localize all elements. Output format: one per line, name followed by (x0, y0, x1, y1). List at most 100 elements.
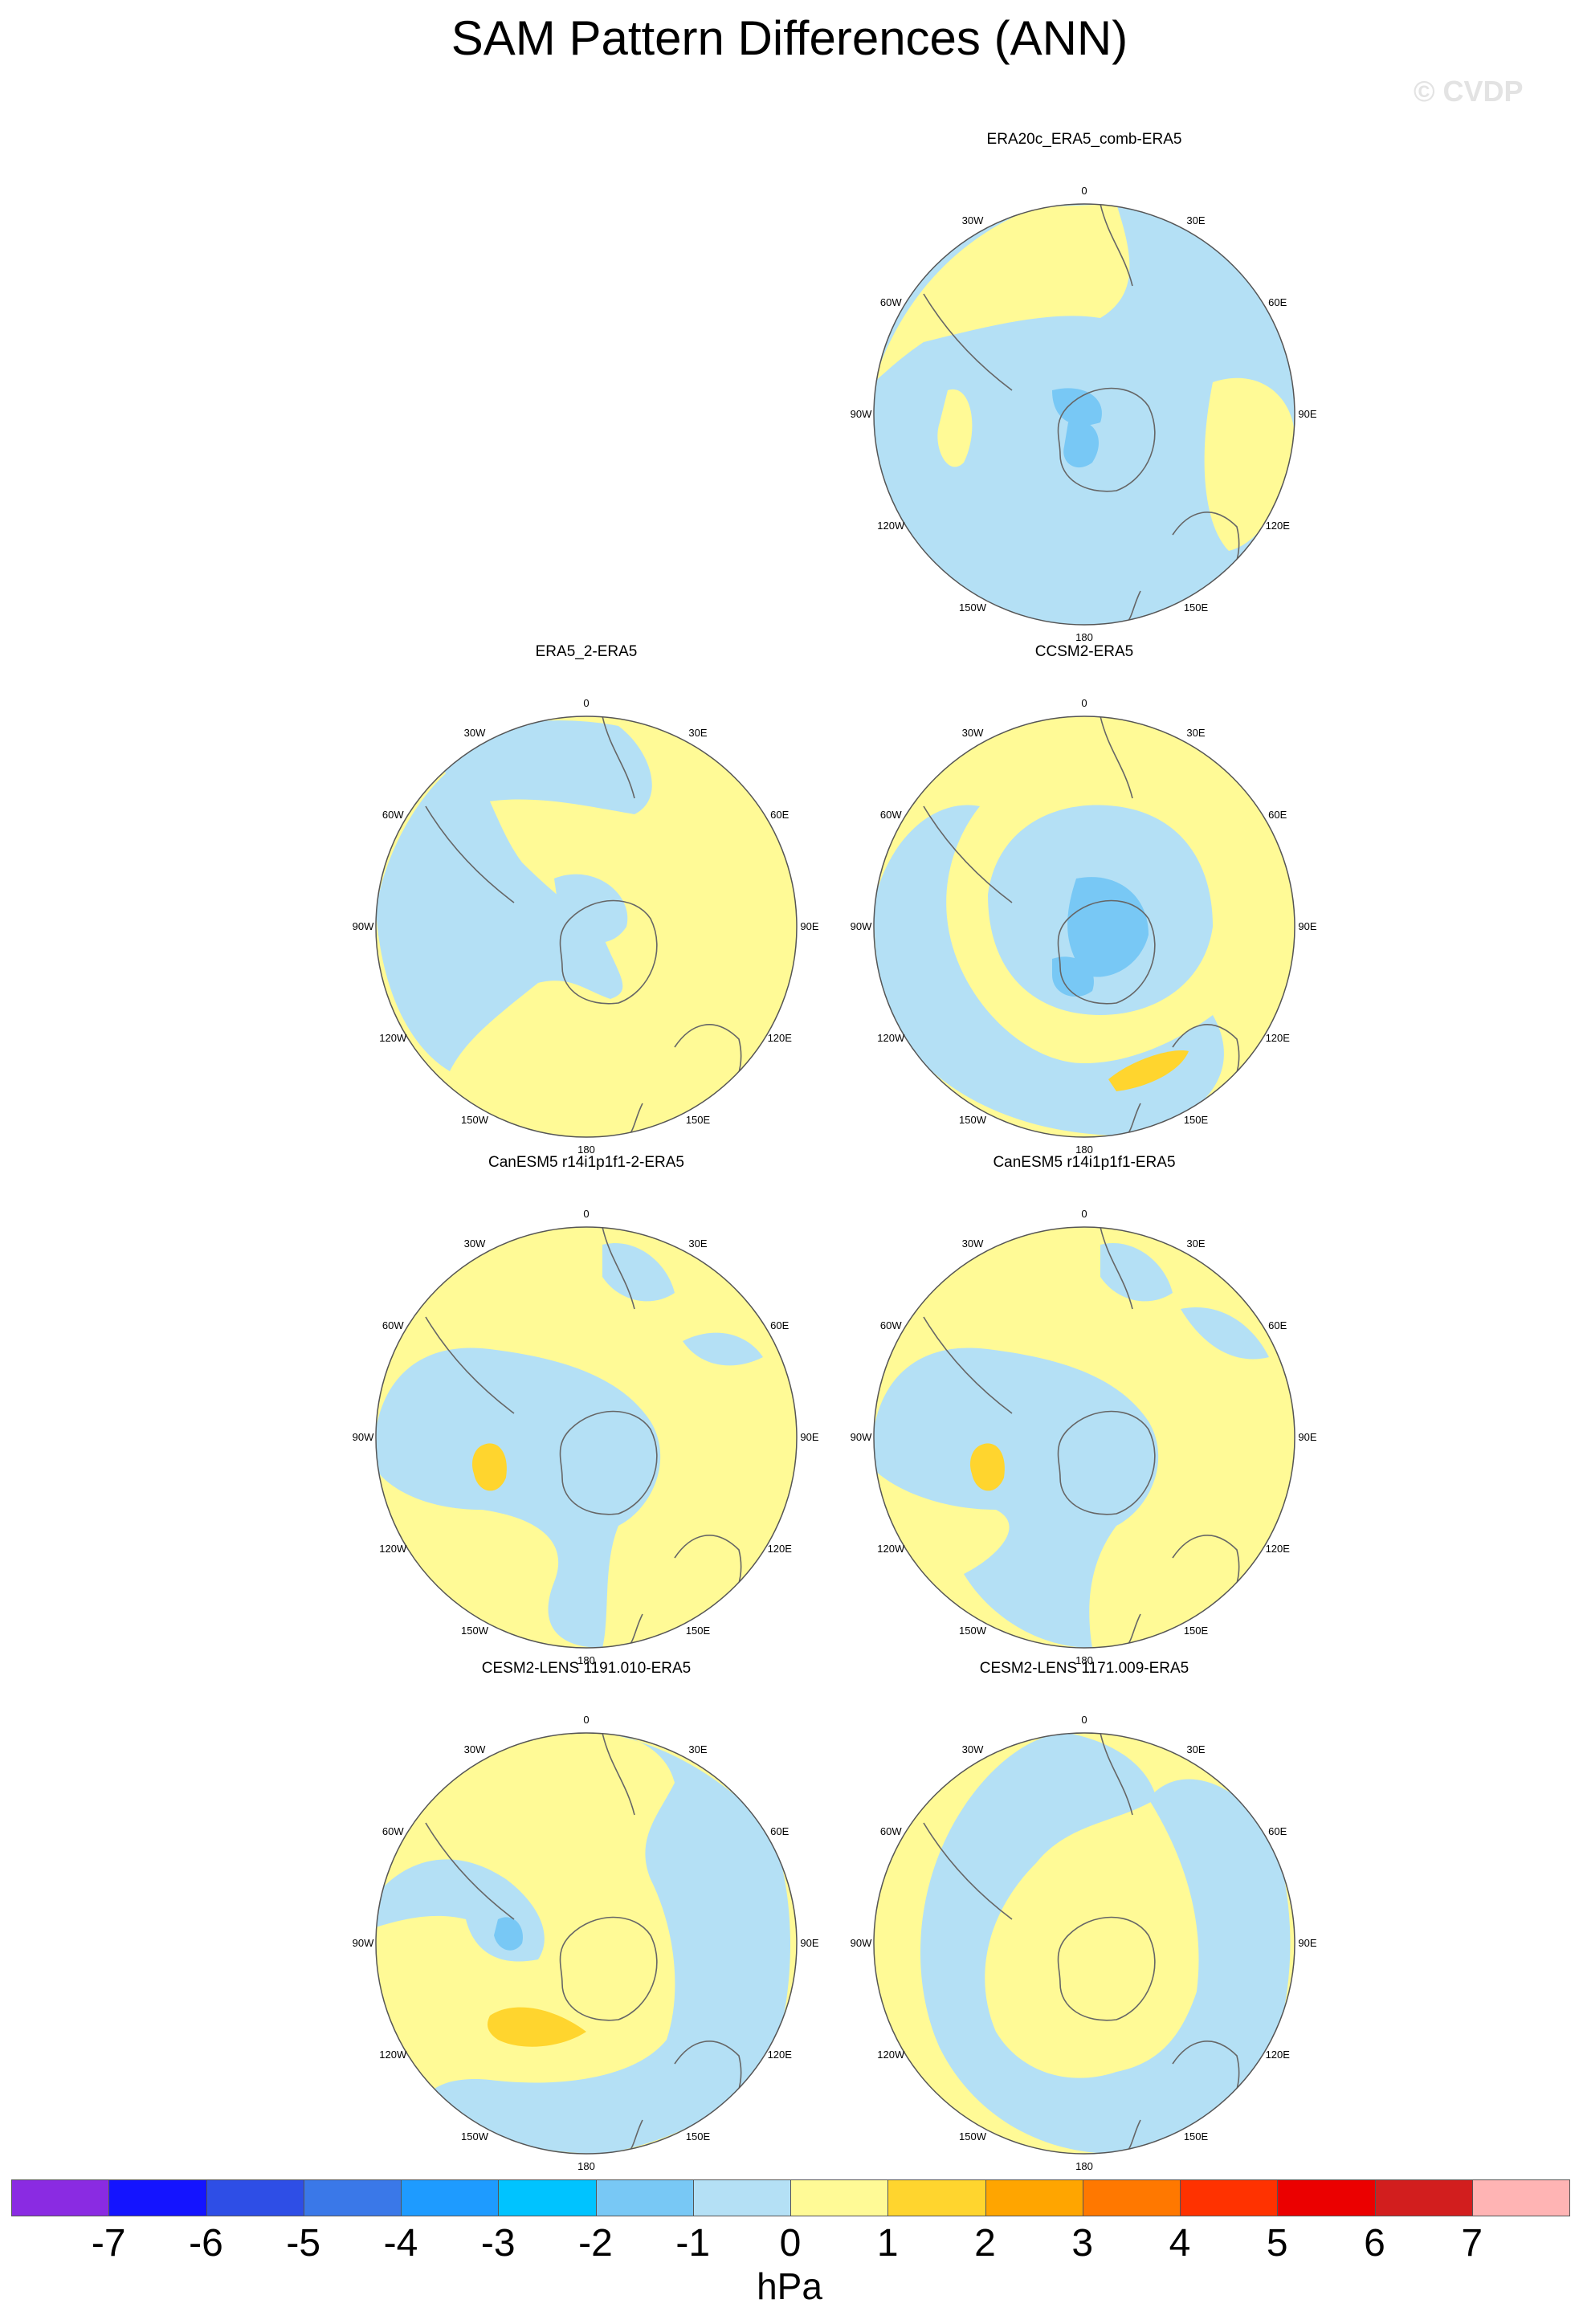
contour-region (1100, 1243, 1173, 1302)
longitude-label: 150W (959, 601, 986, 614)
longitude-label: 90E (1298, 408, 1317, 420)
colorbar-tick-label: 7 (1461, 2222, 1483, 2265)
map-panel: CESM2-LENS 1171.009-ERA5 0 30E 60E 90E 120E 15… (827, 1661, 1341, 2200)
polar-map (375, 1226, 798, 1649)
globe-outline (873, 1732, 1295, 2155)
coastline (602, 1227, 635, 1310)
figure-title: SAM Pattern Differences (ANN) (451, 11, 1128, 65)
longitude-label: 150E (685, 1624, 711, 1637)
cvdp-watermark: © CVDP (1414, 75, 1524, 108)
coastline (559, 1916, 658, 2021)
colorbar-box (1374, 2179, 1473, 2216)
longitude-label: 120W (379, 2049, 407, 2061)
contour-region (494, 1917, 523, 1951)
longitude-label: 90W (850, 1937, 872, 1949)
contour-region (488, 2007, 586, 2047)
coastline (425, 805, 515, 903)
colorbar-tick-label: 2 (974, 2222, 996, 2265)
colorbar-tick-label: -7 (91, 2222, 126, 2265)
longitude-label: 60E (770, 1319, 790, 1331)
longitude-label: 180 (577, 1144, 595, 1156)
longitude-label: 150W (461, 1624, 488, 1637)
contour-region (1052, 956, 1094, 997)
longitude-label: 30E (1186, 214, 1206, 227)
longitude-label: 150W (959, 1113, 986, 1126)
coastline (1057, 899, 1156, 1005)
colorbar-box (790, 2179, 889, 2216)
coastline (923, 1822, 1013, 1920)
longitude-label: 30E (688, 727, 708, 740)
contour-region (683, 1332, 763, 1366)
globe-outline (375, 716, 798, 1138)
longitude-label: 60W (879, 1825, 902, 1837)
longitude-label: 180 (1075, 2160, 1093, 2172)
longitude-label: 120W (379, 1032, 407, 1044)
longitude-label: 90E (1298, 920, 1317, 932)
colorbar-box (108, 2179, 207, 2216)
coastline (425, 1822, 515, 1920)
longitude-label: 30E (1186, 1237, 1206, 1250)
longitude-label: 90E (1298, 1937, 1317, 1949)
longitude-label: 150W (959, 2130, 986, 2143)
globe-outline (873, 1226, 1295, 1649)
longitude-label: 0 (1081, 697, 1087, 709)
coastline (1057, 387, 1156, 492)
longitude-label: 120W (877, 520, 905, 532)
colorbar-tick-label: -3 (480, 2222, 516, 2265)
longitude-label: 150E (685, 1113, 711, 1126)
colorbar-box (11, 2179, 110, 2216)
colorbar-box (887, 2179, 986, 2216)
contour-region (874, 1348, 1159, 1648)
globe-outline (375, 1732, 798, 2155)
colorbar-tick-label: 1 (876, 2222, 899, 2265)
coastline (923, 293, 1013, 391)
longitude-label: 0 (1081, 185, 1087, 197)
contour-region (376, 758, 623, 1071)
longitude-label: 120E (1265, 1543, 1290, 1555)
longitude-label: 30W (961, 214, 984, 227)
colorbar-tick-label: 5 (1266, 2222, 1288, 2265)
longitude-label: 90W (850, 1431, 872, 1443)
colorbar-box (692, 2179, 791, 2216)
polar-map (873, 203, 1295, 626)
longitude-label: 150W (461, 2130, 488, 2143)
coastline (1100, 1733, 1133, 1816)
colorbar-box (985, 2179, 1083, 2216)
polar-map (375, 716, 798, 1138)
globe-outline (873, 203, 1295, 626)
colorbar-box (498, 2179, 597, 2216)
longitude-label: 150E (1183, 1624, 1209, 1637)
longitude-label: 0 (583, 1714, 590, 1726)
longitude-label: 30W (961, 1237, 984, 1250)
panel-title: CanESM5 r14i1p1f1-2-ERA5 (488, 1154, 684, 1171)
map-panel: CESM2-LENS 1191.010-ERA5 0 30E 60E 90E 120E 15… (329, 1661, 843, 2200)
colorbar-tick-label: 3 (1071, 2222, 1094, 2265)
longitude-label: 180 (577, 1654, 595, 1666)
colorbar-box (401, 2179, 500, 2216)
longitude-label: 120W (877, 1032, 905, 1044)
longitude-label: 60E (1268, 1319, 1287, 1331)
panel-title: CESM2-LENS 1191.010-ERA5 (481, 1660, 692, 1677)
longitude-label: 120E (767, 1032, 792, 1044)
longitude-label: 30E (1186, 1743, 1206, 1756)
colorbar-box (1082, 2179, 1181, 2216)
longitude-label: 150E (1183, 2130, 1209, 2143)
longitude-label: 30E (1186, 727, 1206, 740)
contour-region (1108, 1050, 1189, 1091)
longitude-label: 90W (850, 408, 872, 420)
coastline (559, 1410, 658, 1515)
colorbar-tick-label: -1 (675, 2222, 711, 2265)
longitude-label: 120W (379, 1543, 407, 1555)
panel-title: CESM2-LENS 1171.009-ERA5 (979, 1660, 1189, 1677)
longitude-label: 90E (1298, 1431, 1317, 1443)
coastline (1100, 716, 1133, 799)
coastline (559, 899, 658, 1005)
longitude-label: 90W (352, 1937, 374, 1949)
coastline (1100, 204, 1133, 287)
longitude-label: 30W (961, 1743, 984, 1756)
colorbar-units: hPa (757, 2265, 822, 2307)
colorbar-tick-label: -5 (286, 2222, 321, 2265)
longitude-label: 30W (961, 727, 984, 740)
longitude-label: 30E (688, 1743, 708, 1756)
longitude-label: 120E (1265, 2049, 1290, 2061)
